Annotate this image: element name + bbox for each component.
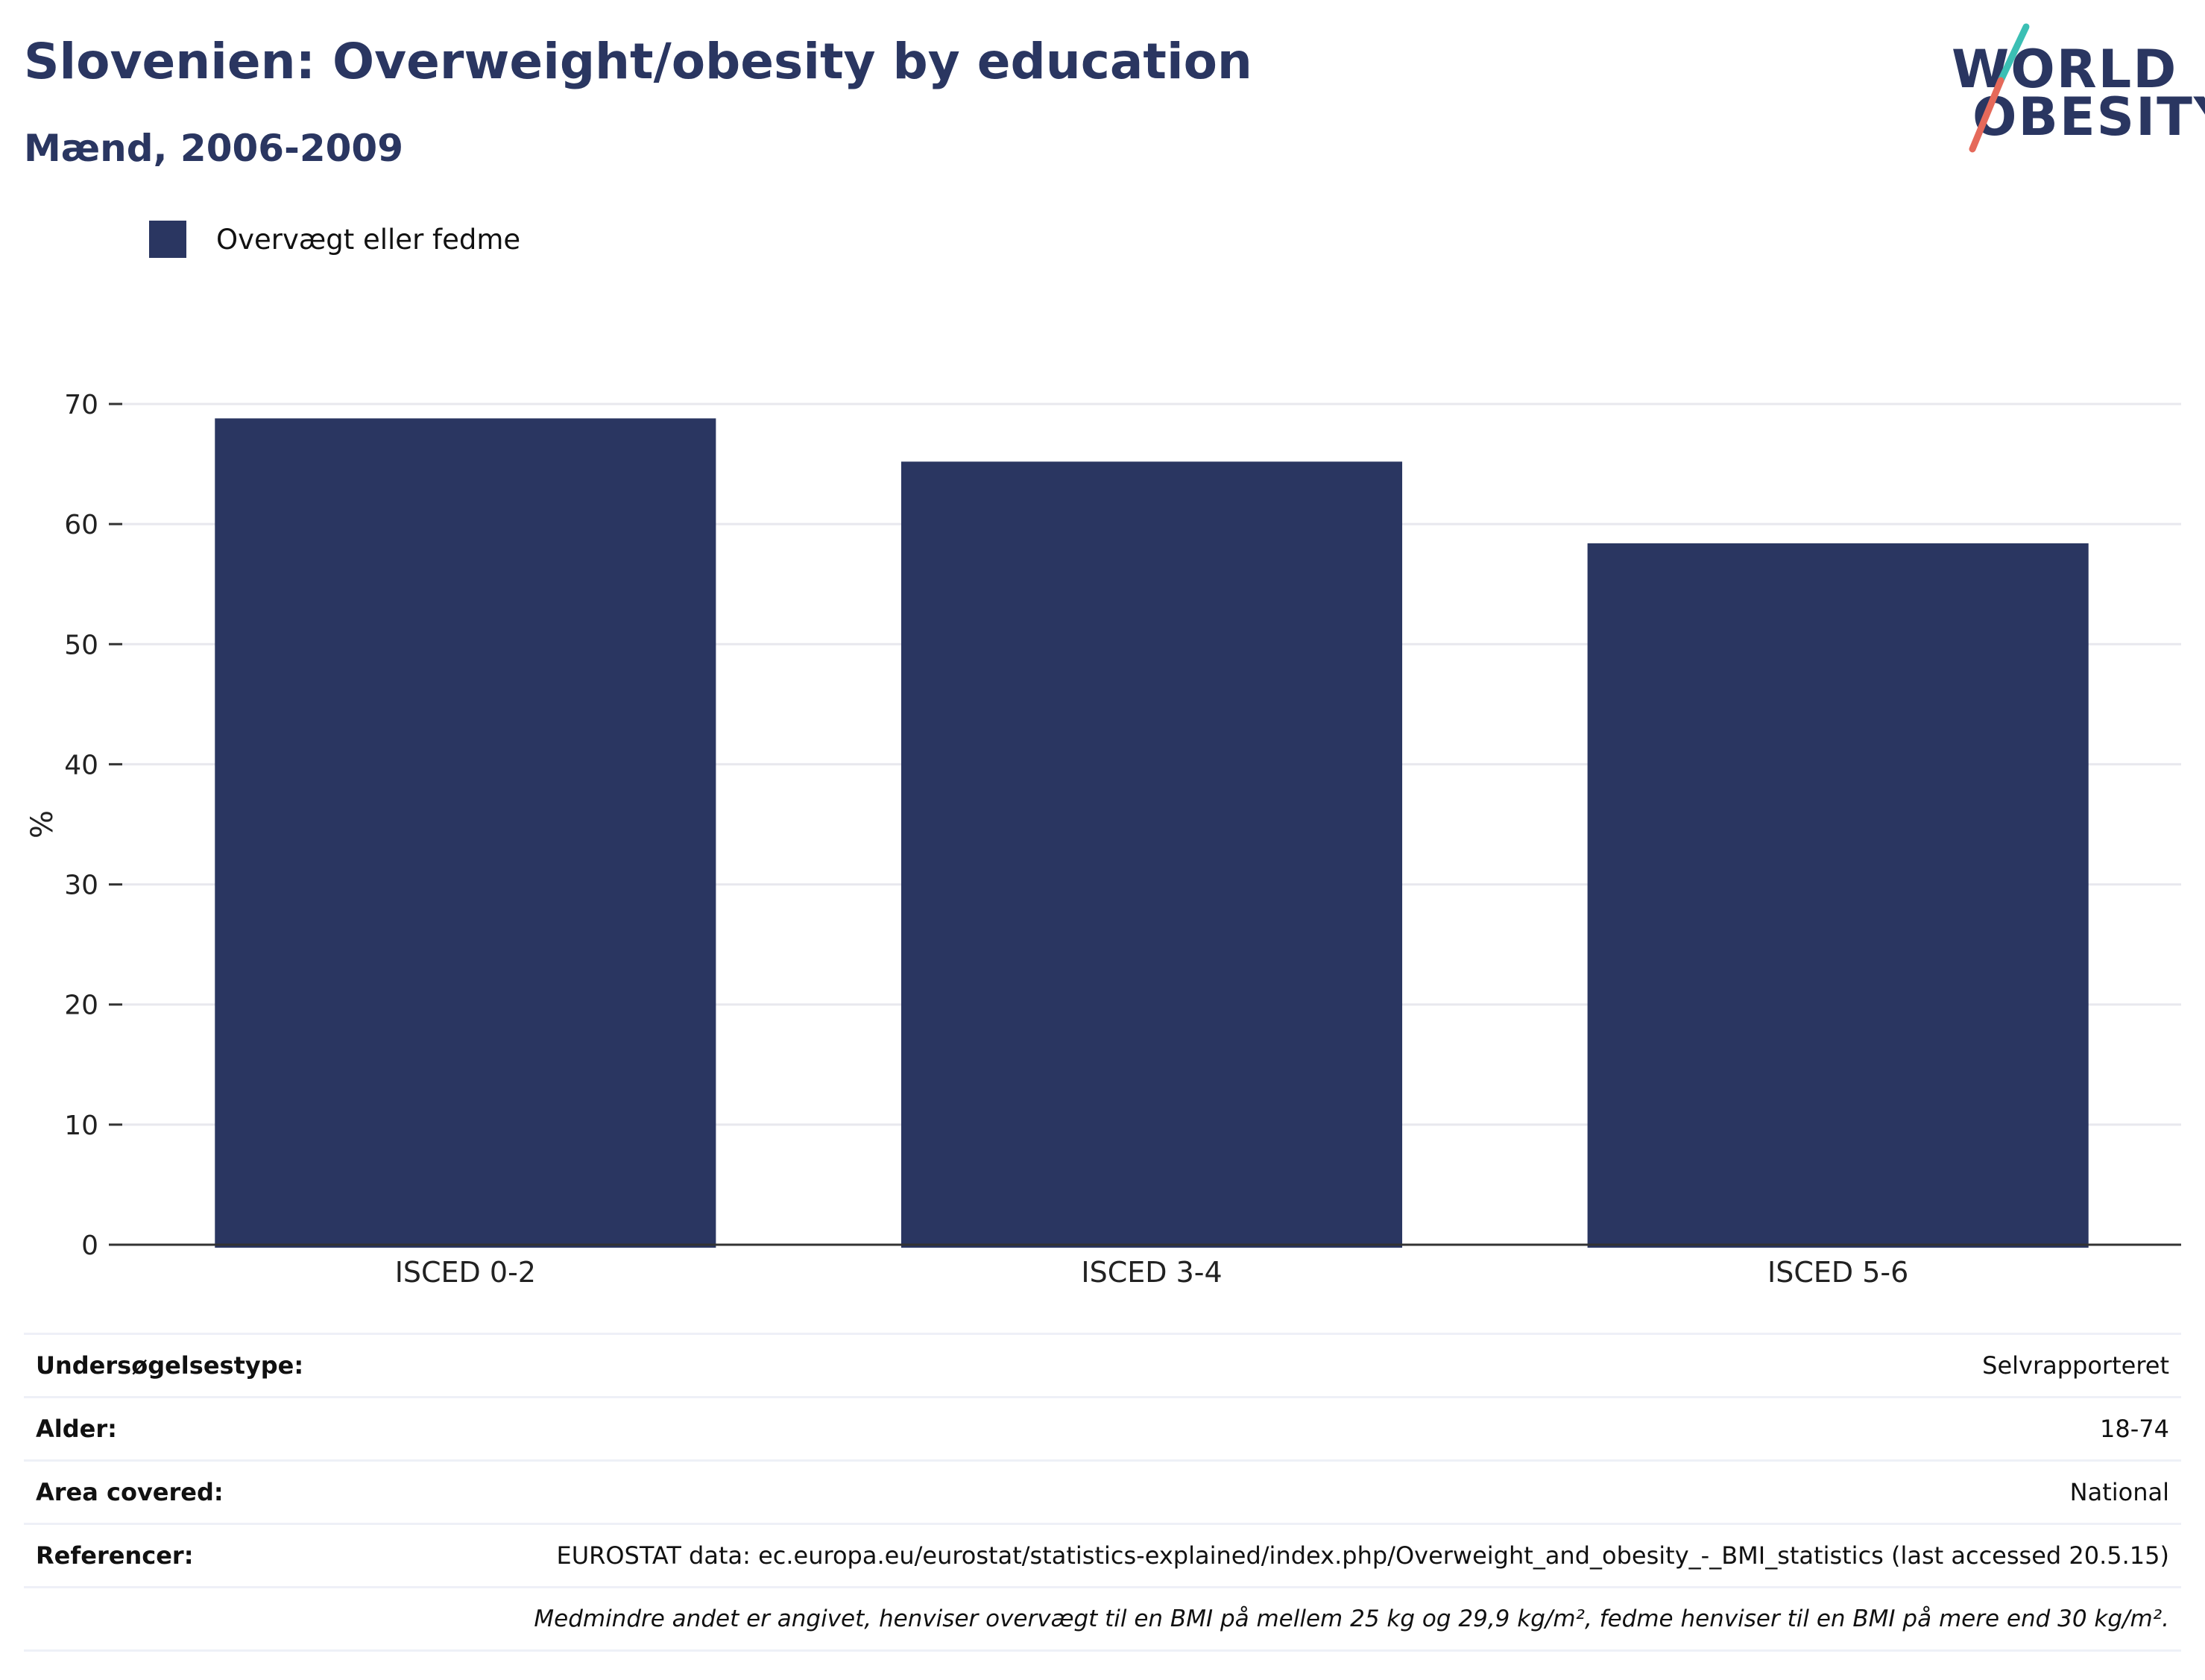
info-table: Undersøgelsestype: Selvrapporteret Alder… <box>24 1333 2181 1652</box>
bar-isced-5-6 <box>1587 543 2089 1248</box>
y-tick-label: 30 <box>64 871 98 901</box>
info-value: 18-74 <box>346 1396 2181 1461</box>
info-key: Alder: <box>24 1396 347 1461</box>
info-value: Selvrapporteret <box>346 1333 2181 1398</box>
info-row-age: Alder: 18-74 <box>24 1396 2181 1461</box>
y-tick-label: 20 <box>64 991 98 1021</box>
y-tick-label: 60 <box>64 510 98 540</box>
info-key: Area covered: <box>24 1459 347 1524</box>
legend-swatch <box>149 221 186 258</box>
info-row-area: Area covered: National <box>24 1459 2181 1524</box>
bar-isced-0-2 <box>215 418 716 1248</box>
info-row-survey-type: Undersøgelsestype: Selvrapporteret <box>24 1333 2181 1398</box>
info-key: Undersøgelsestype: <box>24 1333 347 1398</box>
y-tick-label: 10 <box>64 1111 98 1141</box>
info-value: National <box>346 1459 2181 1524</box>
chart-title: Slovenien: Overweight/obesity by educati… <box>24 33 1252 90</box>
y-axis-label: % <box>25 810 60 839</box>
chart-subtitle: Mænd, 2006-2009 <box>24 127 404 170</box>
legend-label: Overvægt eller fedme <box>216 223 521 256</box>
x-tick-label: ISCED 3-4 <box>1081 1256 1222 1289</box>
logo-slash-icon <box>1969 23 2030 153</box>
info-value: EUROSTAT data: ec.europa.eu/eurostat/sta… <box>346 1523 2181 1588</box>
bmi-note: Medmindre andet er angivet, henviser ove… <box>346 1586 2181 1652</box>
y-tick-label: 70 <box>64 390 98 420</box>
logo-text-obesity: OBESITY <box>1972 86 2205 148</box>
x-tick-label: ISCED 0-2 <box>395 1256 536 1289</box>
legend: Overvægt eller fedme <box>149 221 520 258</box>
info-key-empty <box>24 1586 347 1652</box>
y-tick-label: 0 <box>81 1231 98 1261</box>
info-row-references: Referencer: EUROSTAT data: ec.europa.eu/… <box>24 1523 2181 1588</box>
info-row-note: Medmindre andet er angivet, henviser ove… <box>24 1586 2181 1652</box>
x-tick-label: ISCED 5-6 <box>1767 1256 1908 1289</box>
bar-chart: 0 10 20 30 40 50 60 70% ISCED 0-2 ISCED 3-4 ISCED … <box>25 390 2181 1289</box>
y-tick-label: 50 <box>64 630 98 660</box>
world-obesity-logo: WORLD OBESITY <box>1938 22 2205 157</box>
y-tick-label: 40 <box>64 750 98 780</box>
info-key: Referencer: <box>24 1523 347 1588</box>
logo-text-world: WORLD <box>1952 39 2178 100</box>
bar-isced-3-4 <box>900 461 1403 1248</box>
